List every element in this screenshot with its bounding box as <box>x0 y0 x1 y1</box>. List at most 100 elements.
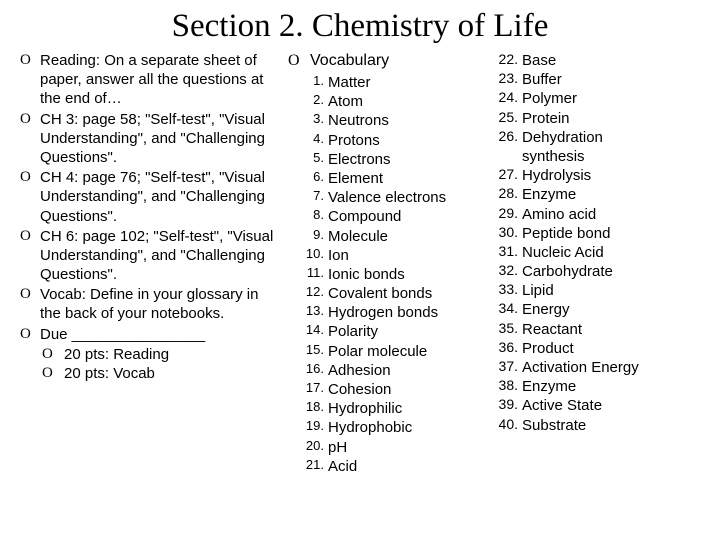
vocab-item: 23.Buffer <box>498 70 678 89</box>
vocab-number: 34. <box>498 300 522 319</box>
vocab-number: 35. <box>498 320 522 339</box>
vocab-term: Matter <box>328 73 488 92</box>
bullet-marker: O <box>18 51 40 109</box>
vocab-number: 17. <box>302 380 328 399</box>
bullet-marker: O <box>18 325 40 344</box>
vocab-number: 27. <box>498 166 522 185</box>
vocab-number: 26. <box>498 128 522 147</box>
vocab-item: 7.Valence electrons <box>302 188 488 207</box>
vocab-number: 12. <box>302 284 328 303</box>
vocab-term: Neutrons <box>328 111 488 130</box>
vocab-number: 30. <box>498 224 522 243</box>
vocab-term: Reactant <box>522 320 678 339</box>
vocab-item: 27.Hydrolysis <box>498 166 678 185</box>
vocab-item: 35.Reactant <box>498 320 678 339</box>
vocab-number: 11. <box>302 265 328 284</box>
reading-column: O Reading: On a separate sheet of paper,… <box>18 51 278 476</box>
vocab-term: synthesis <box>522 147 678 166</box>
vocab-column-1: O Vocabulary 1.Matter2.Atom3.Neutrons4.P… <box>288 51 488 476</box>
reading-sub-text: 20 pts: Reading <box>64 345 169 364</box>
vocab-term: Product <box>522 339 678 358</box>
vocab-item: 31.Nucleic Acid <box>498 243 678 262</box>
vocab-term: Ionic bonds <box>328 265 488 284</box>
vocab-term: Activation Energy <box>522 358 678 377</box>
vocab-term: Enzyme <box>522 185 678 204</box>
vocab-item: 9.Molecule <box>302 227 488 246</box>
vocab-number: 33. <box>498 281 522 300</box>
vocab-item: 14.Polarity <box>302 322 488 341</box>
vocab-item: 36.Product <box>498 339 678 358</box>
vocab-number: 10. <box>302 246 328 265</box>
vocab-term: Polymer <box>522 89 678 108</box>
reading-item: O CH 4: page 76; "Self-test", "Visual Un… <box>18 168 278 226</box>
vocab-item: 13.Hydrogen bonds <box>302 303 488 322</box>
vocab-header: O Vocabulary <box>288 51 488 71</box>
vocab-item: 30.Peptide bond <box>498 224 678 243</box>
vocab-item: 28.Enzyme <box>498 185 678 204</box>
reading-item: O Vocab: Define in your glossary in the … <box>18 285 278 323</box>
vocab-item: 8.Compound <box>302 207 488 226</box>
bullet-marker: O <box>18 285 40 323</box>
vocab-number: 28. <box>498 185 522 204</box>
bullet-marker: O <box>18 110 40 168</box>
vocab-number: 38. <box>498 377 522 396</box>
vocab-column-2: 22.Base23.Buffer24.Polymer25.Protein26.D… <box>498 51 678 476</box>
bullet-marker: O <box>42 364 64 383</box>
vocab-number: 18. <box>302 399 328 418</box>
vocab-number: 24. <box>498 89 522 108</box>
vocab-item: 24.Polymer <box>498 89 678 108</box>
vocab-item: 19.Hydrophobic <box>302 418 488 437</box>
reading-text: Reading: On a separate sheet of paper, a… <box>40 51 278 109</box>
vocab-number: 22. <box>498 51 522 70</box>
vocab-number: 9. <box>302 227 328 246</box>
vocab-term: Buffer <box>522 70 678 89</box>
vocab-number: 13. <box>302 303 328 322</box>
vocab-number: 19. <box>302 418 328 437</box>
reading-text: Due ________________ <box>40 325 205 344</box>
vocab-number: 8. <box>302 207 328 226</box>
reading-sub-text: 20 pts: Vocab <box>64 364 155 383</box>
vocab-number: 37. <box>498 358 522 377</box>
vocab-term: Valence electrons <box>328 188 488 207</box>
vocab-term: Protein <box>522 109 678 128</box>
vocab-number: 1. <box>302 73 328 92</box>
vocab-term: Active State <box>522 396 678 415</box>
vocab-item: 3.Neutrons <box>302 111 488 130</box>
bullet-marker: O <box>18 168 40 226</box>
vocab-number: 15. <box>302 342 328 361</box>
vocab-term: Covalent bonds <box>328 284 488 303</box>
vocab-term: Hydrophobic <box>328 418 488 437</box>
vocab-number: 7. <box>302 188 328 207</box>
reading-sub-item: O 20 pts: Vocab <box>42 364 278 383</box>
reading-item: O CH 6: page 102; "Self-test", "Visual U… <box>18 227 278 285</box>
vocab-term: Cohesion <box>328 380 488 399</box>
vocab-header-text: Vocabulary <box>310 51 389 71</box>
reading-text: Vocab: Define in your glossary in the ba… <box>40 285 278 323</box>
slide: Section 2. Chemistry of Life O Reading: … <box>0 0 720 540</box>
vocab-list-2: 22.Base23.Buffer24.Polymer25.Protein26.D… <box>498 51 678 435</box>
content-columns: O Reading: On a separate sheet of paper,… <box>18 51 702 476</box>
vocab-number: 5. <box>302 150 328 169</box>
vocab-item: 25.Protein <box>498 109 678 128</box>
vocab-list-1: 1.Matter2.Atom3.Neutrons4.Protons5.Elect… <box>288 73 488 476</box>
vocab-item: 18.Hydrophilic <box>302 399 488 418</box>
vocab-term: Energy <box>522 300 678 319</box>
vocab-term: Lipid <box>522 281 678 300</box>
vocab-item: 40.Substrate <box>498 416 678 435</box>
vocab-number: 31. <box>498 243 522 262</box>
vocab-term: Molecule <box>328 227 488 246</box>
bullet-marker: O <box>288 51 310 71</box>
vocab-item: 4.Protons <box>302 131 488 150</box>
vocab-item: 15.Polar molecule <box>302 342 488 361</box>
vocab-number: 21. <box>302 457 328 476</box>
reading-sub-list: O 20 pts: Reading O 20 pts: Vocab <box>18 345 278 383</box>
vocab-term: pH <box>328 438 488 457</box>
vocab-number: 36. <box>498 339 522 358</box>
vocab-number: 4. <box>302 131 328 150</box>
vocab-item: 12.Covalent bonds <box>302 284 488 303</box>
vocab-term: Substrate <box>522 416 678 435</box>
vocab-term: Acid <box>328 457 488 476</box>
reading-text: CH 3: page 58; "Self-test", "Visual Unde… <box>40 110 278 168</box>
vocab-term: Base <box>522 51 678 70</box>
vocab-item: 37.Activation Energy <box>498 358 678 377</box>
